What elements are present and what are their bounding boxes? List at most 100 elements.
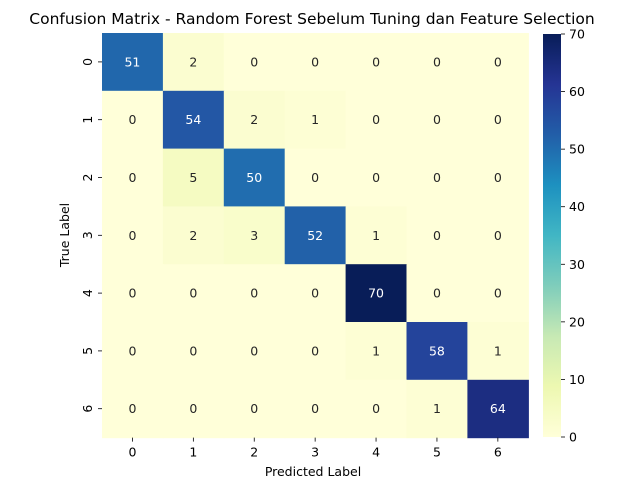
heatmap-cell bbox=[406, 379, 468, 439]
heatmap-cell bbox=[223, 33, 286, 92]
cell-value-label: 0 bbox=[311, 170, 319, 185]
cell-value-label: 1 bbox=[433, 401, 441, 416]
x-tick-label: 4 bbox=[372, 445, 380, 460]
cell-value-label: 50 bbox=[246, 170, 262, 185]
x-axis-label: Predicted Label bbox=[265, 464, 361, 479]
colorbar-tick-label: 50 bbox=[569, 142, 585, 157]
cell-value-label: 0 bbox=[433, 286, 441, 301]
cell-value-label: 0 bbox=[494, 112, 502, 127]
heatmap-cell bbox=[467, 90, 529, 150]
cell-value-label: 0 bbox=[250, 286, 258, 301]
cell-value-label: 0 bbox=[494, 170, 502, 185]
heatmap-cell bbox=[223, 90, 286, 150]
cell-value-label: 0 bbox=[372, 112, 380, 127]
cell-value-label: 0 bbox=[250, 54, 258, 69]
cell-value-label: 0 bbox=[250, 343, 258, 358]
heatmap-cell bbox=[162, 264, 225, 323]
y-tick-label: 1 bbox=[80, 116, 95, 124]
heatmap-cell bbox=[406, 264, 468, 323]
heatmap-cell bbox=[162, 90, 225, 150]
cell-value-label: 0 bbox=[128, 112, 136, 127]
cell-value-label: 0 bbox=[494, 54, 502, 69]
heatmap-cell bbox=[223, 206, 286, 265]
heatmap-cells bbox=[102, 33, 529, 439]
heatmap-cell bbox=[102, 148, 164, 207]
heatmap-cell bbox=[162, 33, 225, 92]
cell-value-label: 1 bbox=[494, 343, 502, 358]
cell-value-label: 64 bbox=[490, 401, 506, 416]
cell-value-label: 0 bbox=[128, 401, 136, 416]
heatmap-cell bbox=[223, 322, 286, 381]
colorbar bbox=[543, 34, 561, 437]
x-tick-label: 2 bbox=[250, 445, 258, 460]
heatmap-cell bbox=[467, 322, 529, 381]
heatmap-cell bbox=[102, 264, 164, 323]
cell-value-label: 2 bbox=[250, 112, 258, 127]
cell-value-label: 0 bbox=[189, 401, 197, 416]
heatmap-cell bbox=[102, 90, 164, 150]
heatmap-cell bbox=[223, 264, 286, 323]
cell-value-label: 0 bbox=[433, 112, 441, 127]
x-tick-label: 1 bbox=[189, 445, 197, 460]
heatmap-cell bbox=[162, 148, 225, 207]
y-tick-label: 0 bbox=[80, 58, 95, 66]
heatmap-cell bbox=[284, 90, 347, 150]
y-tick-label: 6 bbox=[80, 405, 95, 413]
heatmap-cell bbox=[467, 264, 529, 323]
heatmap-cell bbox=[467, 379, 529, 439]
heatmap-cell bbox=[284, 264, 347, 323]
colorbar-tick-label: 20 bbox=[569, 314, 585, 329]
heatmap-cell bbox=[345, 148, 408, 207]
x-axis-ticks: 0 1 2 3 4 5 6 bbox=[128, 437, 502, 460]
cell-value-label: 1 bbox=[311, 112, 319, 127]
cell-value-label: 0 bbox=[372, 170, 380, 185]
y-axis-ticks: 0 1 2 3 4 5 6 bbox=[80, 58, 102, 413]
heatmap-cell bbox=[284, 148, 347, 207]
cell-value-label: 0 bbox=[189, 286, 197, 301]
cell-value-label: 0 bbox=[311, 401, 319, 416]
heatmap-cell bbox=[284, 322, 347, 381]
heatmap-cell bbox=[102, 379, 164, 439]
cell-value-label: 2 bbox=[189, 228, 197, 243]
cell-value-label: 0 bbox=[128, 343, 136, 358]
heatmap-cell-labels: 51 2 0 0 0 0 0 0 54 2 1 0 0 0 0 5 50 0 0 0 0 0 2 3 52 1 0 0 0 0 0 0 70 0 0… bbox=[124, 54, 505, 416]
x-tick-label: 5 bbox=[433, 445, 441, 460]
cell-value-label: 52 bbox=[307, 228, 323, 243]
cell-value-label: 0 bbox=[433, 228, 441, 243]
y-tick-label: 4 bbox=[80, 289, 95, 297]
colorbar-tick-label: 10 bbox=[569, 372, 585, 387]
heatmap-cell bbox=[102, 322, 164, 381]
colorbar-tick-label: 70 bbox=[569, 27, 585, 42]
heatmap-cell bbox=[406, 148, 468, 207]
cell-value-label: 58 bbox=[429, 343, 445, 358]
heatmap-cell bbox=[406, 206, 468, 265]
heatmap-cell bbox=[102, 33, 164, 92]
colorbar-ticks: 0 10 20 30 40 50 60 70 bbox=[561, 27, 585, 445]
cell-value-label: 51 bbox=[124, 54, 140, 69]
colorbar-tick-label: 30 bbox=[569, 257, 585, 272]
colorbar-tick-label: 0 bbox=[569, 430, 577, 445]
cell-value-label: 5 bbox=[189, 170, 197, 185]
cell-value-label: 0 bbox=[128, 228, 136, 243]
x-tick-label: 3 bbox=[311, 445, 319, 460]
cell-value-label: 0 bbox=[250, 401, 258, 416]
heatmap-cell bbox=[162, 379, 225, 439]
heatmap-cell bbox=[345, 33, 408, 92]
y-tick-label: 3 bbox=[80, 231, 95, 239]
heatmap-cell bbox=[345, 264, 408, 323]
cell-value-label: 0 bbox=[433, 170, 441, 185]
x-tick-label: 6 bbox=[494, 445, 502, 460]
y-tick-label: 2 bbox=[80, 174, 95, 182]
heatmap-cell bbox=[162, 206, 225, 265]
cell-value-label: 0 bbox=[311, 54, 319, 69]
heatmap-cell bbox=[345, 322, 408, 381]
heatmap-cell bbox=[345, 206, 408, 265]
heatmap-cell bbox=[284, 379, 347, 439]
cell-value-label: 0 bbox=[433, 54, 441, 69]
cell-value-label: 0 bbox=[494, 228, 502, 243]
heatmap-cell bbox=[406, 322, 468, 381]
cell-value-label: 0 bbox=[128, 286, 136, 301]
heatmap-cell bbox=[102, 206, 164, 265]
heatmap-cell bbox=[223, 379, 286, 439]
heatmap-cell bbox=[345, 379, 408, 439]
